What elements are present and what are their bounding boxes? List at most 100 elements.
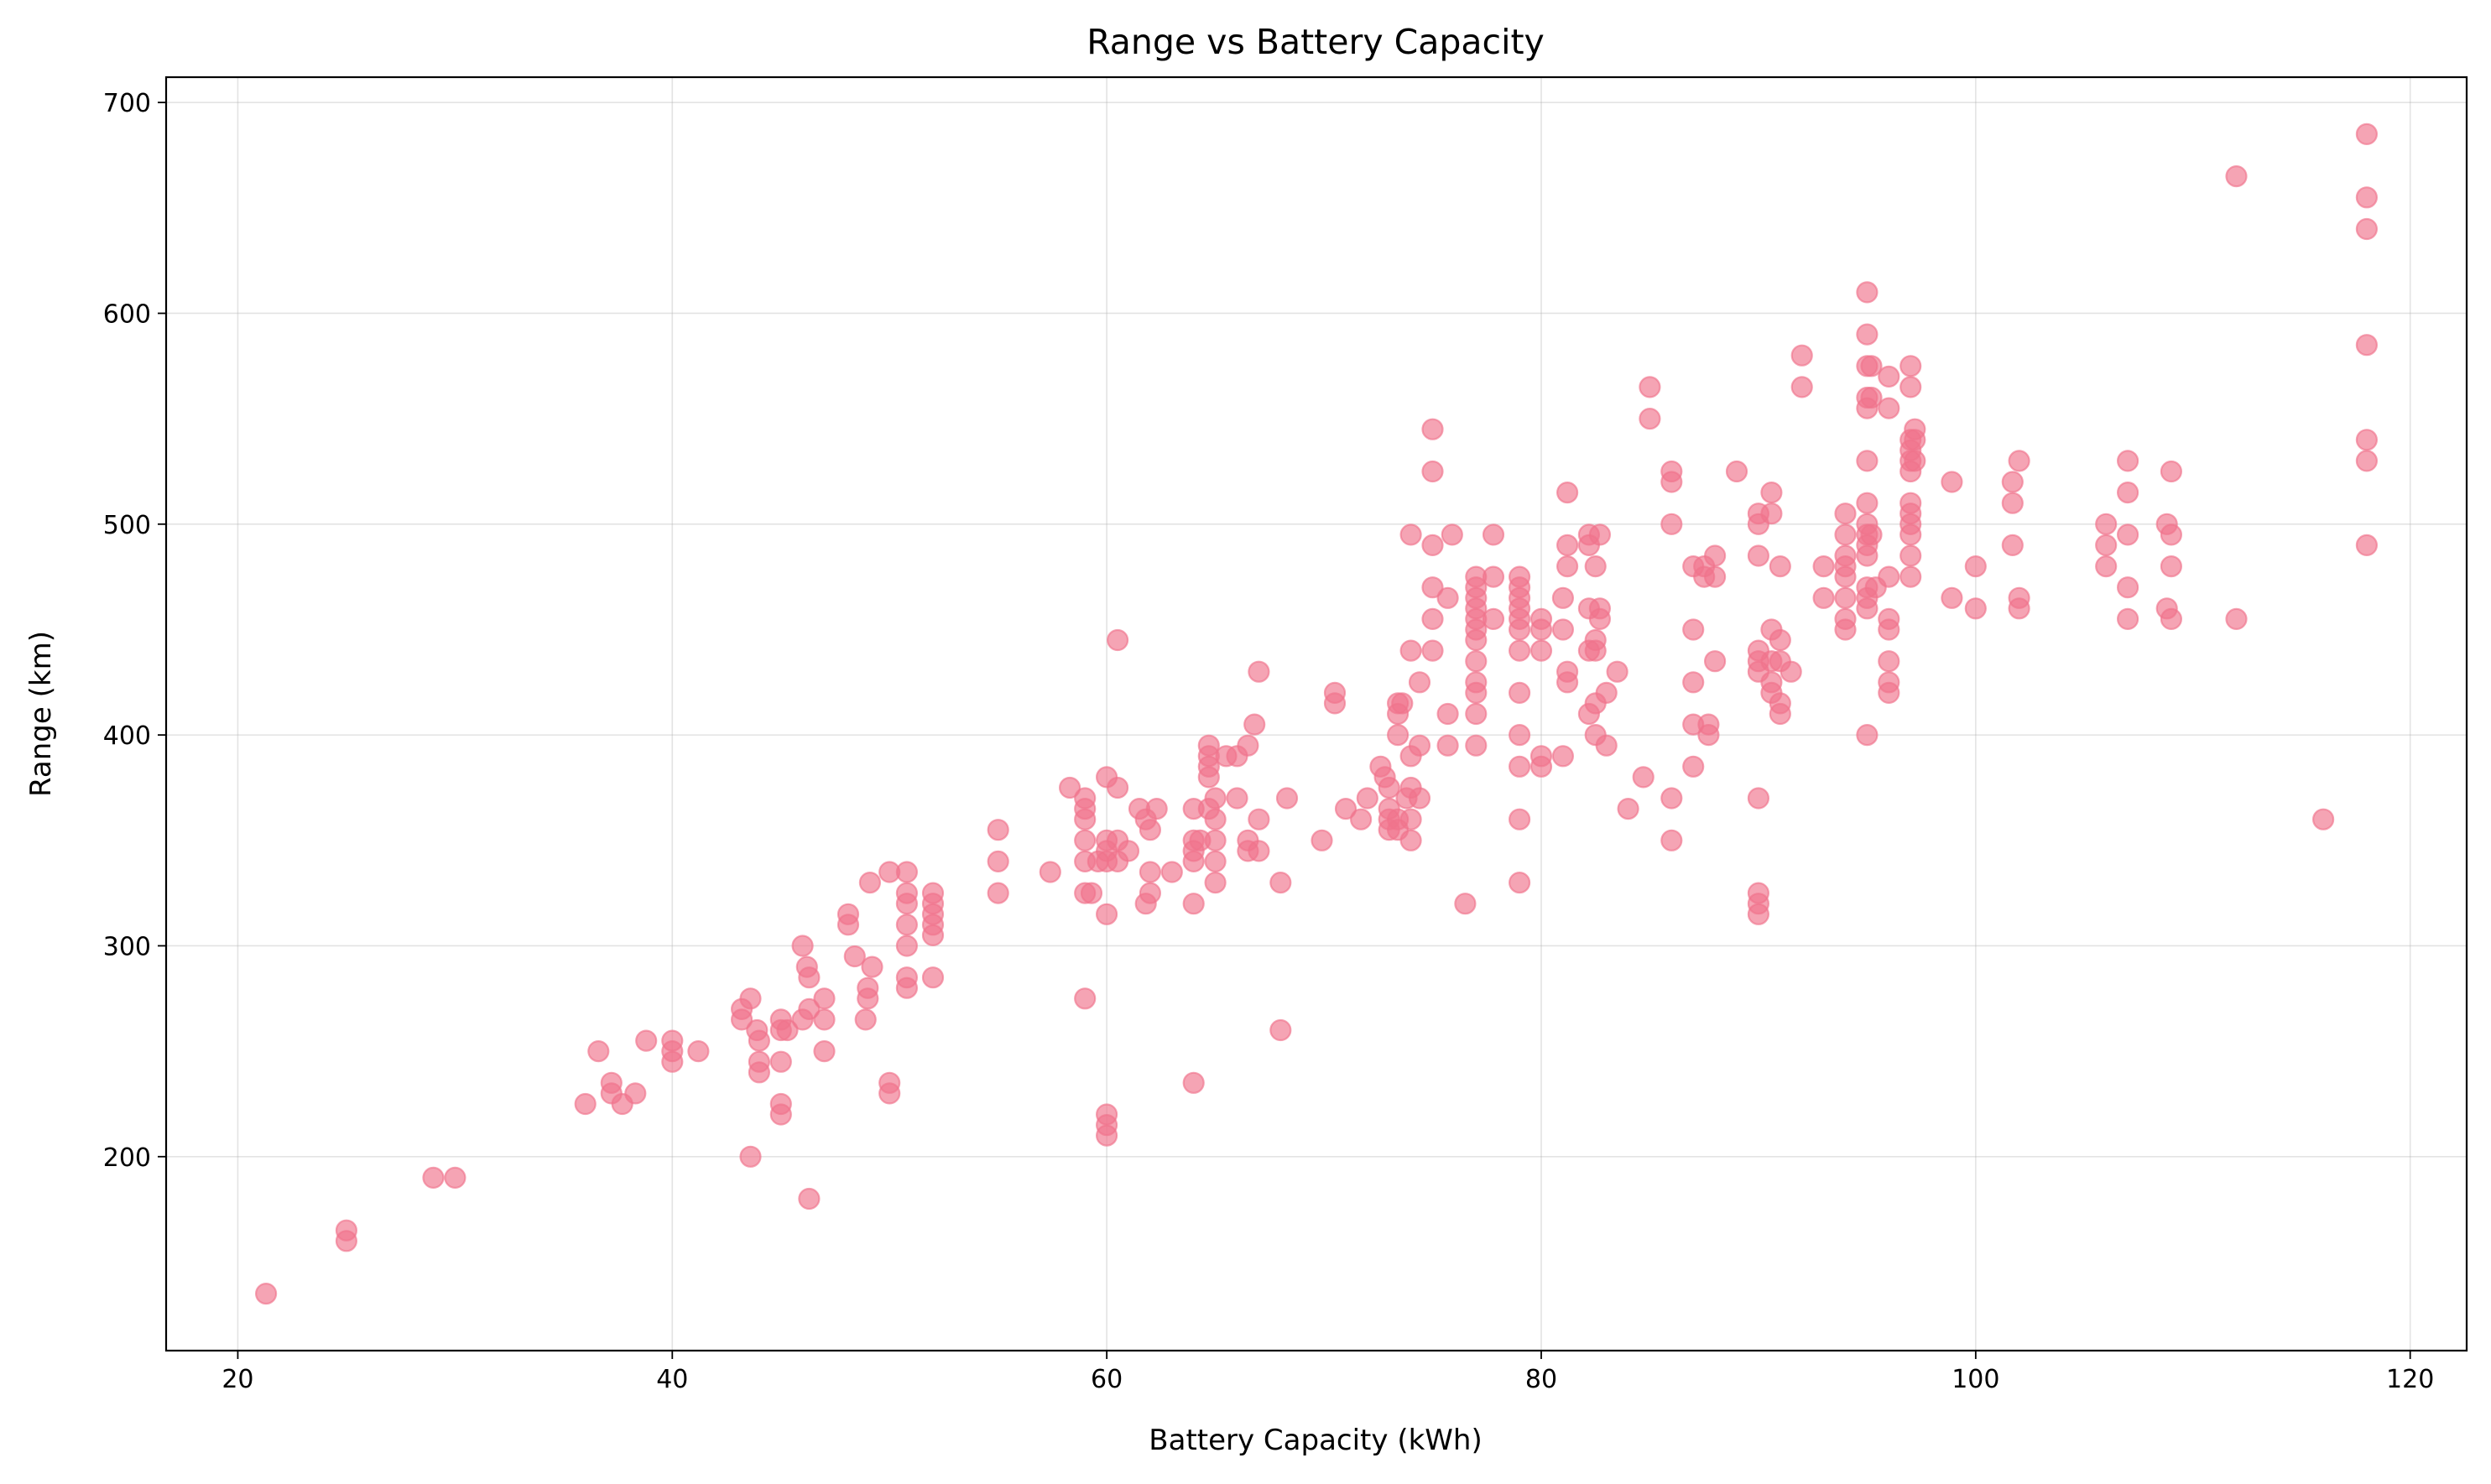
- data-point: [1834, 565, 1857, 588]
- data-point: [1349, 808, 1373, 831]
- data-point: [1465, 650, 1488, 673]
- data-point: [1408, 787, 1431, 810]
- data-point: [1508, 755, 1531, 778]
- data-point: [1204, 829, 1227, 851]
- data-point: [624, 1082, 647, 1105]
- y-tick-label: 400: [103, 721, 151, 751]
- data-point: [1248, 808, 1270, 831]
- data-point: [1095, 903, 1118, 925]
- data-point: [1058, 776, 1081, 799]
- data-point: [813, 1008, 836, 1031]
- data-point: [1964, 555, 1987, 578]
- data-point: [1421, 460, 1444, 483]
- x-tick-label: 120: [2386, 1365, 2434, 1394]
- data-point: [1860, 386, 1883, 409]
- data-point: [1182, 1071, 1205, 1094]
- data-point: [1080, 882, 1103, 904]
- data-point: [1904, 429, 1926, 451]
- data-point: [1878, 618, 1900, 641]
- data-point: [1139, 882, 1162, 904]
- data-point: [1204, 850, 1227, 873]
- data-point: [1204, 871, 1227, 894]
- data-point: [1465, 702, 1488, 726]
- data-point: [2160, 523, 2182, 546]
- data-point: [2312, 808, 2335, 831]
- plot-area-frame: [164, 76, 2468, 1352]
- data-point: [895, 893, 919, 915]
- data-point: [1243, 713, 1266, 736]
- data-point: [798, 997, 821, 1021]
- data-point: [791, 935, 814, 957]
- data-point: [255, 1282, 278, 1305]
- data-point: [739, 1145, 762, 1168]
- data-point: [1878, 681, 1900, 705]
- data-point: [836, 914, 860, 936]
- data-point: [1139, 819, 1162, 841]
- data-point: [1632, 766, 1655, 789]
- data-point: [730, 1008, 753, 1031]
- data-point: [1660, 513, 1683, 535]
- data-point: [1900, 376, 1922, 398]
- data-point: [1465, 681, 1488, 705]
- data-point: [1584, 555, 1607, 578]
- x-tick-label: 60: [1091, 1365, 1123, 1394]
- data-point: [1856, 597, 1879, 620]
- data-point: [1237, 734, 1259, 757]
- data-point: [1039, 861, 1061, 883]
- data-point: [1074, 829, 1097, 851]
- data-point: [1856, 723, 1879, 747]
- data-point: [1074, 808, 1097, 831]
- data-point: [858, 871, 882, 894]
- data-point: [2117, 576, 2139, 599]
- data-point: [1760, 481, 1783, 504]
- data-point: [1606, 660, 1629, 683]
- data-point: [1182, 893, 1205, 915]
- data-point: [1399, 808, 1422, 831]
- data-point: [895, 914, 919, 936]
- data-point: [1139, 861, 1162, 883]
- data-point: [1386, 723, 1410, 747]
- data-point: [1399, 639, 1422, 662]
- data-point: [1421, 576, 1444, 599]
- data-point: [1682, 618, 1705, 641]
- data-point: [895, 976, 919, 999]
- data-point: [1682, 671, 1705, 694]
- data-point: [1275, 787, 1299, 810]
- data-point: [1391, 692, 1414, 715]
- data-point: [1682, 755, 1705, 778]
- data-point: [2160, 607, 2182, 631]
- data-point: [748, 1061, 771, 1084]
- data-point: [1204, 808, 1227, 831]
- data-point: [895, 935, 919, 957]
- data-point: [1508, 871, 1531, 894]
- data-point: [813, 987, 836, 1010]
- data-point: [1834, 618, 1857, 641]
- data-point: [1878, 650, 1900, 673]
- data-point: [1760, 502, 1783, 525]
- data-point: [1334, 797, 1358, 820]
- data-point: [813, 1039, 836, 1063]
- data-point: [1556, 534, 1579, 557]
- data-point: [1556, 481, 1579, 504]
- data-point: [1790, 344, 1813, 367]
- data-point: [2001, 534, 2024, 557]
- x-axis-label: Battery Capacity (kWh): [1149, 1424, 1482, 1457]
- data-point: [1747, 787, 1769, 810]
- data-point: [1117, 840, 1140, 862]
- data-point: [2355, 450, 2378, 472]
- data-point: [1617, 797, 1639, 820]
- y-axis-ticks: 200 300 400 500 600 700: [103, 89, 166, 1173]
- data-point: [1697, 723, 1720, 747]
- data-point: [1769, 628, 1791, 652]
- data-point: [1436, 702, 1459, 726]
- data-point: [2160, 555, 2182, 578]
- data-point: [1421, 534, 1444, 557]
- data-point: [1660, 829, 1683, 851]
- data-point: [895, 861, 919, 883]
- data-point: [1269, 871, 1292, 894]
- data-point: [2355, 217, 2378, 241]
- data-point: [1269, 1018, 1292, 1042]
- y-axis-label: Range (km): [24, 631, 58, 797]
- data-point: [1904, 450, 1926, 472]
